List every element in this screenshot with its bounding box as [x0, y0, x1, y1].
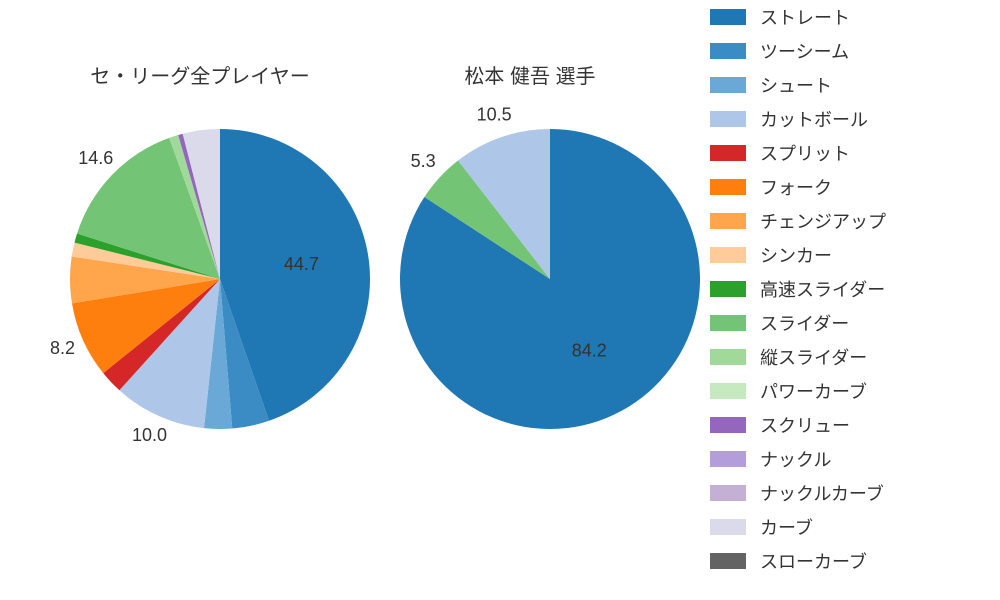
pie-slice-label: 44.7 — [284, 254, 319, 274]
left-pie-chart: 44.7 10.0 8.2 14.6 — [50, 99, 390, 459]
legend-label: ナックル — [760, 446, 831, 472]
legend-swatch — [710, 247, 746, 263]
legend-item: チェンジアップ — [710, 204, 990, 238]
legend-swatch — [710, 383, 746, 399]
legend-label: カーブ — [760, 514, 813, 540]
legend-item: 高速スライダー — [710, 272, 990, 306]
legend-item: スローカーブ — [710, 544, 990, 578]
chart-container: セ・リーグ全プレイヤー 44.7 10.0 8.2 14.6 松本 健吾 選手 84.… — [0, 0, 1000, 600]
legend-item: 縦スライダー — [710, 340, 990, 374]
legend-swatch — [710, 451, 746, 467]
legend-label: スプリット — [760, 140, 850, 166]
legend-label: スクリュー — [760, 412, 850, 438]
legend-label: ツーシーム — [760, 38, 849, 64]
legend-swatch — [710, 485, 746, 501]
pie-slice-label: 10.0 — [132, 425, 167, 445]
legend-swatch — [710, 43, 746, 59]
legend-item: ナックル — [710, 442, 990, 476]
pie-slice-label: 5.3 — [411, 151, 436, 171]
legend-label: カットボール — [760, 106, 868, 132]
legend-item: スクリュー — [710, 408, 990, 442]
legend-swatch — [710, 9, 746, 25]
legend-label: シンカー — [760, 242, 832, 268]
pie-slice-label: 84.2 — [572, 340, 607, 360]
legend-item: パワーカーブ — [710, 374, 990, 408]
right-pie-chart: 84.2 5.3 10.5 — [380, 99, 720, 459]
legend-item: ナックルカーブ — [710, 476, 990, 510]
left-chart-area: セ・リーグ全プレイヤー 44.7 10.0 8.2 14.6 — [50, 60, 350, 464]
pie-slice-label: 8.2 — [50, 338, 75, 358]
legend-label: シュート — [760, 72, 832, 98]
legend-label: 高速スライダー — [760, 276, 885, 302]
legend-swatch — [710, 77, 746, 93]
legend-swatch — [710, 315, 746, 331]
pie-slice-label: 10.5 — [477, 105, 512, 125]
legend-swatch — [710, 111, 746, 127]
legend-label: フォーク — [760, 174, 832, 200]
legend-label: チェンジアップ — [760, 208, 886, 234]
legend-label: パワーカーブ — [760, 378, 867, 404]
legend: ストレートツーシームシュートカットボールスプリットフォークチェンジアップシンカー… — [710, 0, 990, 578]
legend-swatch — [710, 213, 746, 229]
legend-label: スローカーブ — [760, 548, 867, 574]
legend-item: カットボール — [710, 102, 990, 136]
left-chart-title: セ・リーグ全プレイヤー — [50, 60, 350, 89]
legend-swatch — [710, 417, 746, 433]
legend-swatch — [710, 179, 746, 195]
right-chart-area: 松本 健吾 選手 84.2 5.3 10.5 — [380, 60, 680, 464]
legend-label: スライダー — [760, 310, 849, 336]
legend-item: カーブ — [710, 510, 990, 544]
legend-item: スプリット — [710, 136, 990, 170]
legend-item: ストレート — [710, 0, 990, 34]
right-chart-title: 松本 健吾 選手 — [380, 60, 680, 89]
pie-slice-label: 14.6 — [78, 148, 113, 168]
legend-label: 縦スライダー — [760, 344, 867, 370]
legend-item: フォーク — [710, 170, 990, 204]
legend-swatch — [710, 349, 746, 365]
legend-label: ストレート — [760, 4, 850, 30]
legend-swatch — [710, 553, 746, 569]
legend-item: シンカー — [710, 238, 990, 272]
legend-item: ツーシーム — [710, 34, 990, 68]
legend-swatch — [710, 145, 746, 161]
legend-swatch — [710, 519, 746, 535]
legend-item: スライダー — [710, 306, 990, 340]
legend-label: ナックルカーブ — [760, 480, 884, 506]
legend-swatch — [710, 281, 746, 297]
legend-item: シュート — [710, 68, 990, 102]
